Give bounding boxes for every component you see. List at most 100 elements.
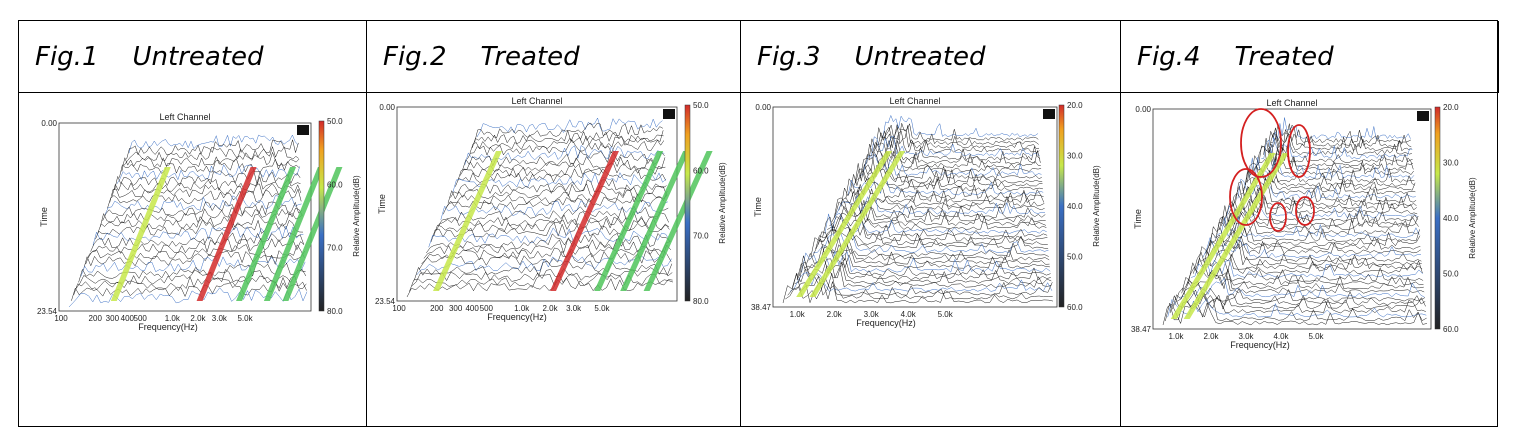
waterfall-trace xyxy=(1270,123,1412,144)
waterfall-trace xyxy=(476,117,663,138)
legend-marker xyxy=(1417,111,1429,121)
colorbar-tick-label: 40.0 xyxy=(1443,214,1459,223)
waterfall-trace xyxy=(854,163,1043,184)
colorbar-label: Relative Amplitude(dB) xyxy=(718,162,727,244)
annotation-ellipse xyxy=(1287,124,1311,178)
waterfall-trace xyxy=(868,138,1041,161)
waterfall-trace xyxy=(1204,232,1421,255)
ridge-band xyxy=(263,167,324,301)
fig2-id: Fig.2 xyxy=(383,41,447,72)
waterfall-trace xyxy=(806,244,1050,265)
waterfall-trace xyxy=(1232,185,1417,207)
ridge-band xyxy=(433,151,502,291)
plot-frame xyxy=(772,106,1058,308)
waterfall-trace xyxy=(878,124,1039,146)
waterfall-trace xyxy=(875,126,1040,150)
waterfall-trace xyxy=(128,134,299,154)
waterfall-trace xyxy=(1263,132,1412,156)
waterfall-trace xyxy=(864,147,1041,169)
waterfall-trace xyxy=(815,228,1049,250)
waterfall-trace xyxy=(87,237,305,258)
y-axis-label: Time xyxy=(1133,209,1143,229)
y-axis-label: Time xyxy=(377,194,387,214)
waterfall-trace xyxy=(457,162,666,182)
waterfall-trace xyxy=(1162,302,1428,326)
colorbar-tick-label: 60.0 xyxy=(693,166,709,175)
waterfall-trace xyxy=(1176,280,1426,302)
colorbar-tick-label: 60.0 xyxy=(1067,303,1083,312)
colorbar-tick-label: 80.0 xyxy=(693,297,709,306)
waterfall-trace xyxy=(411,266,673,287)
fig4-plot-cell: Left Channel 0.00 38.47 Time 1.0k 2.0k 3.0k 4.0… xyxy=(1121,93,1499,426)
ridge-band xyxy=(796,151,893,297)
annotation-ellipse xyxy=(1229,168,1263,226)
waterfall-trace xyxy=(843,181,1045,204)
figure-table: Fig.1 Untreated Fig.2 Treated Fig.3 Untreat… xyxy=(18,20,1499,427)
waterfall-trace xyxy=(1193,251,1423,274)
fig2-title: Treated xyxy=(480,41,580,72)
waterfall-trace xyxy=(847,176,1044,196)
waterfall-trace xyxy=(782,281,1054,304)
x-tick-label: 4.0k xyxy=(1273,332,1289,341)
annotation-ellipse xyxy=(1295,196,1315,226)
ridge-band xyxy=(620,151,690,291)
x-tick-label: 3.0k xyxy=(566,304,582,313)
waterfall-trace xyxy=(102,200,303,221)
waterfall-trace xyxy=(80,256,306,277)
waterfall-trace xyxy=(787,272,1053,296)
x-tick-label: 100 xyxy=(392,304,406,313)
colorbar-tick-label: 70.0 xyxy=(693,232,709,241)
fig4-title: Treated xyxy=(1234,41,1334,72)
ridge-band xyxy=(110,167,171,301)
waterfall-trace xyxy=(114,170,301,191)
waterfall-trace xyxy=(1191,258,1423,278)
waterfall-trace xyxy=(73,275,307,295)
waterfall-trace xyxy=(882,114,1039,138)
x-tick-label: 3.0k xyxy=(1238,332,1254,341)
x-tick-label: 3.0k xyxy=(212,314,228,323)
waterfall-trace xyxy=(1228,192,1418,215)
waterfall-trace xyxy=(1230,192,1417,212)
time-end-label: 38.47 xyxy=(751,303,772,312)
x-tick-label: 300 xyxy=(106,314,120,323)
waterfall-trace xyxy=(785,277,1053,300)
plot-frame xyxy=(58,122,312,312)
waterfall-trace xyxy=(474,122,664,143)
waterfall-trace xyxy=(471,129,664,149)
waterfall-trace xyxy=(1214,217,1420,239)
plot-frame xyxy=(396,106,678,302)
colorbar-tick-label: 80.0 xyxy=(327,307,343,316)
x-tick-label: 1.0k xyxy=(1168,332,1184,341)
waterfall-trace xyxy=(421,244,671,265)
waterfall-trace xyxy=(109,183,302,203)
chart-title: Left Channel xyxy=(511,96,562,106)
waterfall-trace xyxy=(75,268,307,289)
waterfall-trace xyxy=(1244,164,1415,187)
waterfall-trace xyxy=(1261,137,1413,160)
fig4-waterfall-chart: Left Channel 0.00 38.47 Time 1.0k 2.0k 3.0k 4.0… xyxy=(1131,98,1477,350)
x-tick-label: 200 xyxy=(430,304,444,313)
y-axis-label: Time xyxy=(753,197,763,217)
y-axis-label: Time xyxy=(39,207,49,227)
waterfall-trace xyxy=(83,250,306,271)
x-axis-label: Frequency(Hz) xyxy=(856,318,916,328)
x-tick-label: 2.0k xyxy=(190,314,206,323)
time-end-label: 38.47 xyxy=(1131,325,1152,334)
waterfall-trace xyxy=(99,207,303,227)
waterfall-trace xyxy=(111,175,301,197)
x-tick-label: 4.0k xyxy=(901,310,917,319)
colorbar-tick-label: 60.0 xyxy=(327,180,343,189)
chart-title: Left Channel xyxy=(1266,98,1317,108)
fig1-plot-cell: Left Channel 0.00 23.54 Time 100 200 300 400 500… xyxy=(19,93,367,426)
colorbar-label: Relative Amplitude(dB) xyxy=(1468,177,1477,259)
waterfall-trace xyxy=(104,195,302,215)
waterfall-trace xyxy=(810,235,1049,257)
waterfall-trace xyxy=(789,271,1053,292)
waterfall-trace xyxy=(1251,154,1414,175)
x-tick-label: 2.0k xyxy=(1203,332,1219,341)
x-tick-label: 100 xyxy=(54,314,68,323)
waterfall-trace xyxy=(85,244,305,264)
colorbar xyxy=(1058,104,1065,308)
x-tick-label: 5.0k xyxy=(938,310,954,319)
waterfall-trace xyxy=(796,258,1051,281)
